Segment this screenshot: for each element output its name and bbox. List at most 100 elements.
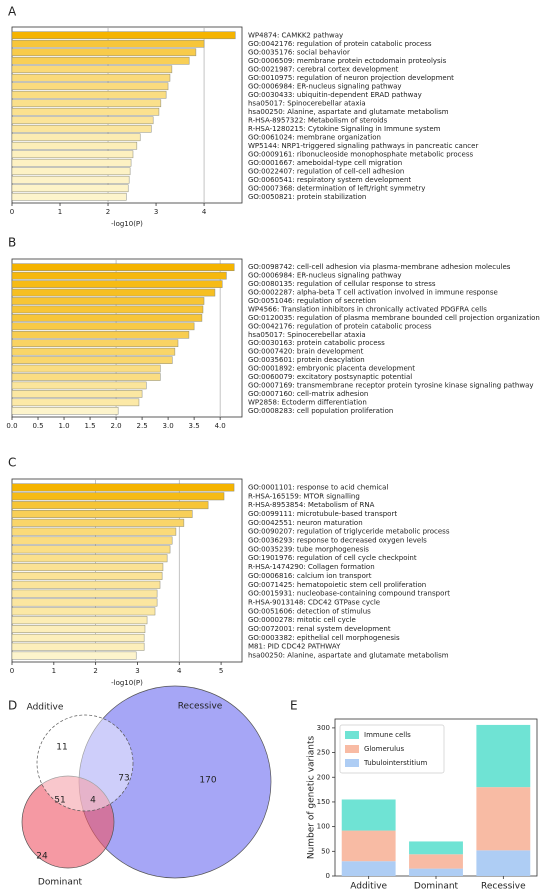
term-label: GO:0021987: cerebral cortex development (248, 65, 399, 73)
term-label: GO:0022407: regulation of cell-cell adhe… (248, 167, 404, 175)
bar (11, 390, 143, 398)
bar (11, 563, 164, 572)
term-label: R-HSA-9013148: CDC42 GTPase cycle (248, 598, 380, 606)
term-label: GO:0008283: cell population proliferatio… (248, 407, 393, 415)
term-label: GO:0071425: hematopoietic stem cell prol… (248, 581, 426, 589)
bar (11, 314, 203, 322)
term-label: R-HSA-165159: MTOR signalling (248, 492, 360, 500)
x-tick-label: 4 (202, 208, 207, 216)
region-count: 11 (56, 743, 67, 753)
term-label: GO:0035601: protein deacylation (248, 356, 365, 364)
bar (11, 82, 169, 91)
bar (11, 73, 171, 82)
bar-segment (409, 868, 463, 876)
bar (11, 356, 173, 364)
x-tick-label: 3.0 (163, 422, 174, 430)
term-label: WP4874: CAMKK2 pathway (248, 31, 343, 39)
x-axis-label: -log10(P) (111, 220, 143, 228)
x-tick-label: 0 (10, 667, 14, 675)
bar (11, 571, 163, 580)
bar (11, 124, 152, 133)
term-label: GO:0042551: neuron maturation (248, 519, 363, 527)
bar (11, 305, 204, 314)
panel-label: B (8, 236, 16, 250)
term-label: GO:1901976: regulation of cell cycle che… (248, 554, 417, 562)
term-label: R-HSA-1280215: Cytokine Signaling in Imm… (248, 125, 441, 133)
x-tick-label: 4 (177, 667, 182, 675)
term-label: hsa05017: Spinocerebellar ataxia (248, 331, 366, 339)
bar-segment (341, 799, 396, 831)
term-label: GO:0061024: membrane organization (248, 133, 381, 141)
x-tick-label: 2 (106, 208, 110, 216)
bar (11, 39, 205, 48)
bar (11, 322, 195, 331)
term-label: GO:0090207: regulation of triglyceride m… (248, 528, 450, 536)
term-label: GO:0000278: mitotic cell cycle (248, 616, 356, 624)
panel-label: E (290, 699, 298, 713)
term-label: GO:0007169: transmembrane receptor prote… (248, 381, 534, 389)
y-tick-label: 50 (321, 847, 330, 855)
y-tick-label: 0 (326, 872, 330, 880)
bar (11, 364, 161, 373)
y-tick-label: 150 (317, 798, 330, 806)
bar-segment (476, 850, 531, 876)
bar (11, 483, 235, 492)
bar (11, 554, 168, 563)
bar (11, 192, 127, 201)
bar (11, 297, 205, 305)
venn-set (21, 775, 115, 869)
bar (11, 625, 146, 633)
bar (11, 288, 216, 297)
term-label: R-HSA-8957322: Metabolism of steroids (248, 116, 388, 124)
bar (11, 501, 209, 510)
x-tick-label: 0.0 (6, 422, 17, 430)
bar-segment (476, 724, 531, 788)
set-label: Dominant (38, 878, 83, 888)
legend-label: Immune cells (364, 731, 411, 739)
term-label: GO:0120035: regulation of plasma membran… (248, 314, 540, 322)
term-label: R-HSA-1474290: Collagen formation (248, 563, 375, 571)
bar (11, 107, 160, 116)
term-label: GO:0007160: cell-matrix adhesion (248, 390, 368, 398)
legend-swatch (345, 745, 359, 753)
bar (11, 536, 173, 545)
bar (11, 150, 134, 159)
bar (11, 271, 227, 280)
x-tick-label: 0 (10, 208, 14, 216)
term-label: GO:0030163: protein catabolic process (248, 339, 385, 347)
y-tick-label: 300 (317, 724, 330, 732)
legend-swatch (345, 731, 359, 739)
panel-label: C (8, 456, 16, 470)
term-label: GO:0051046: regulation of secretion (248, 297, 376, 305)
bar-segment (409, 841, 463, 855)
term-label: GO:0015931: nucleobase-containing compou… (248, 590, 450, 598)
y-tick-label: 100 (317, 823, 330, 831)
legend-box (339, 724, 445, 774)
legend-label: Tubulointerstitium (363, 759, 428, 767)
x-tick-label: 5 (219, 667, 223, 675)
term-label: M81: PID CDC42 PATHWAY (248, 643, 341, 651)
x-tick-label: Recessive (481, 882, 526, 892)
term-label: GO:0007368: determination of left/right … (248, 184, 425, 192)
bar (11, 116, 154, 125)
bar (11, 347, 176, 356)
term-label: GO:0035239: tube morphogenesis (248, 545, 369, 553)
bar-segment (409, 854, 463, 869)
x-tick-label: 2 (93, 667, 97, 675)
term-label: hsa00250: Alanine, aspartate and glutama… (248, 108, 449, 116)
x-axis-label: -log10(P) (111, 679, 143, 687)
y-tick-label: 250 (317, 749, 330, 757)
term-label: GO:0006509: membrane protein ectodomain … (248, 57, 447, 65)
bar (11, 158, 132, 167)
bar (11, 280, 223, 288)
bar (11, 381, 147, 390)
term-label: hsa00250: Alanine, aspartate and glutama… (248, 652, 449, 660)
term-label: GO:0050821: protein stabilization (248, 193, 366, 201)
term-label: WP2858: Ectoderm differentiation (248, 398, 367, 406)
x-tick-label: 1 (58, 208, 62, 216)
bar-segment (341, 830, 396, 862)
bar (11, 141, 138, 150)
bar (11, 598, 158, 607)
term-label: GO:0002287: alpha-beta T cell activation… (248, 289, 498, 297)
